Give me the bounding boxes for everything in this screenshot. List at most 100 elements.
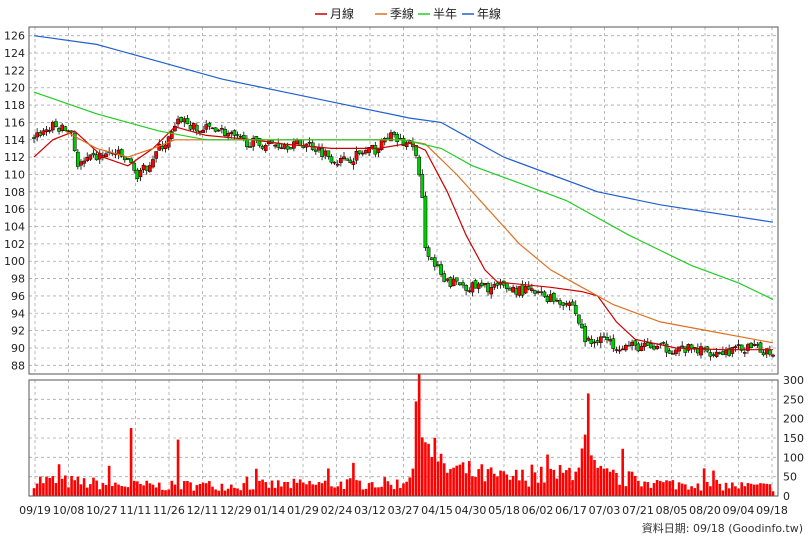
candle-body	[436, 264, 440, 267]
volume-bar	[652, 483, 656, 496]
volume-bar	[42, 483, 45, 496]
volume-bar	[546, 454, 549, 496]
price-tick-label: 124	[4, 47, 25, 60]
price-axis: 88 90 92 94 96 98 100 102 104 106 108 110 112 114 116 1…	[4, 30, 25, 373]
volume-bar	[129, 428, 133, 496]
volume-bar	[179, 489, 183, 496]
candle-body	[768, 349, 772, 355]
candle-body	[721, 351, 725, 355]
volume-bar	[759, 483, 762, 496]
volume-bar	[161, 489, 164, 496]
volume-bar	[452, 467, 455, 496]
volume-bar	[718, 483, 722, 496]
candle-body	[661, 341, 666, 344]
candle-body	[545, 296, 550, 302]
volume-bar	[286, 481, 289, 496]
candle-body	[520, 284, 525, 296]
candle-body	[151, 159, 155, 168]
candle-body	[504, 282, 509, 289]
candle-body	[85, 157, 90, 161]
candle-body	[470, 282, 475, 293]
candle-body	[686, 344, 691, 351]
volume-bar	[236, 488, 239, 496]
candle-body	[633, 340, 638, 346]
candle-body	[260, 146, 265, 149]
volume-bar	[565, 470, 568, 496]
volume-bar	[136, 481, 139, 496]
candle-body	[91, 152, 96, 156]
volume-bar	[145, 480, 149, 496]
date-tick-label: 02/24	[321, 504, 353, 517]
volume-bar	[715, 479, 718, 496]
candle-body	[135, 169, 140, 180]
volume-bar	[502, 471, 506, 496]
candle-body	[711, 354, 716, 356]
volume-bar	[643, 481, 646, 496]
candle-body	[179, 117, 184, 122]
volume-bar	[605, 468, 609, 496]
volume-bar	[480, 464, 484, 496]
volume-bar	[292, 478, 296, 496]
volume-bar	[536, 482, 540, 496]
candle-body	[417, 156, 422, 176]
candle-body	[395, 134, 400, 142]
candle-body	[323, 150, 328, 156]
date-tick-label: 07/21	[622, 504, 654, 517]
volume-bar	[361, 489, 365, 496]
volume-bar	[602, 468, 606, 496]
candle-body	[533, 290, 537, 294]
candle-body	[442, 273, 447, 282]
volume-bar	[693, 488, 697, 496]
volume-bar	[505, 474, 509, 496]
volume-bar	[467, 461, 471, 496]
candle-body	[216, 129, 221, 132]
candle-body	[79, 161, 83, 166]
volume-bar	[439, 453, 443, 496]
volume-bar	[586, 393, 590, 496]
price-tick-label: 96	[11, 290, 25, 303]
legend-label: 月線	[330, 6, 354, 21]
candle-body	[141, 164, 146, 170]
volume-bar	[474, 476, 477, 496]
candle-body	[226, 132, 230, 137]
volume-bar	[668, 481, 671, 496]
date-tick-label: 09/04	[723, 504, 755, 517]
volume-tick-label: 150	[783, 432, 804, 445]
ma-line-月線	[33, 126, 773, 351]
price-tick-label: 106	[4, 203, 25, 216]
candle-body	[489, 287, 494, 295]
price-tick-label: 100	[4, 255, 25, 268]
volume-bar	[305, 484, 308, 496]
volume-bar	[627, 471, 631, 496]
volume-bar	[705, 481, 709, 496]
candle-body	[523, 286, 528, 294]
price-tick-label: 116	[4, 116, 25, 129]
volume-bar	[433, 437, 437, 496]
candle-body	[580, 323, 584, 329]
candle-body	[348, 159, 353, 163]
volume-bar	[539, 466, 543, 496]
volume-bar	[377, 487, 380, 496]
date-tick-label: 06/17	[555, 504, 587, 517]
volume-bar	[176, 439, 180, 496]
candle-body	[320, 148, 324, 157]
volume-bar	[323, 480, 327, 496]
volume-bar	[220, 483, 224, 496]
candle-body	[354, 150, 359, 161]
candle-body	[605, 337, 609, 341]
volume-bar	[110, 485, 114, 496]
candle-body	[104, 153, 108, 158]
date-tick-label: 11/11	[120, 504, 152, 517]
candle-body	[254, 136, 259, 140]
volume-bar	[139, 483, 142, 496]
price-tick-label: 114	[4, 134, 25, 147]
candle-body	[771, 354, 775, 357]
volume-bars	[32, 374, 775, 496]
candle-body	[148, 165, 152, 172]
volume-bar	[370, 482, 374, 496]
volume-bar	[317, 482, 321, 496]
candle-body	[627, 344, 631, 347]
candle-body	[119, 149, 124, 157]
date-tick-label: 04/30	[455, 504, 487, 517]
candle-body	[486, 283, 490, 293]
